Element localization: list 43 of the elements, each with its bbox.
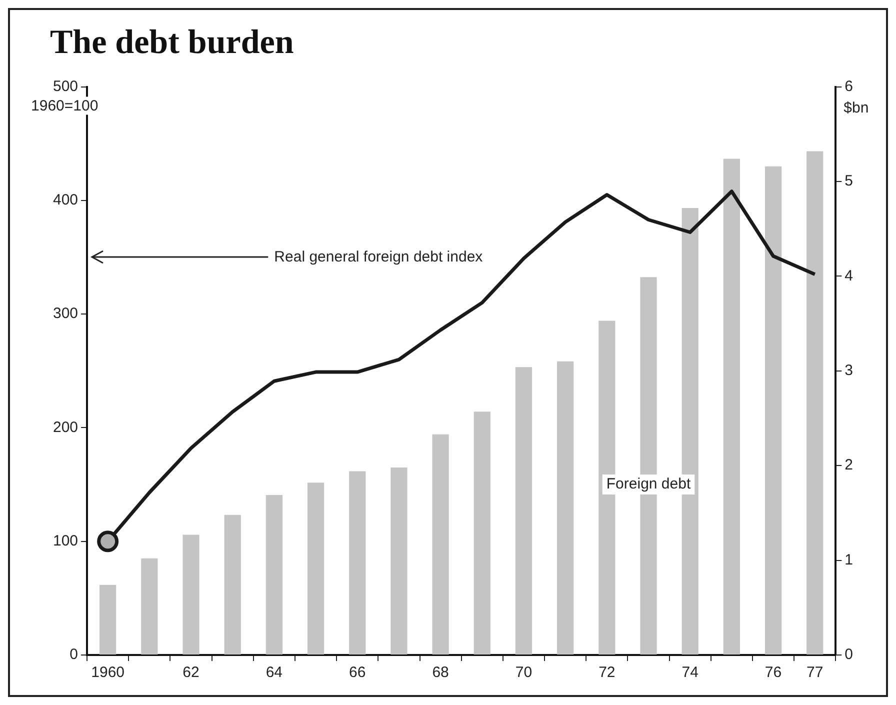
bar — [307, 482, 324, 654]
x-tick-label: 62 — [182, 664, 200, 682]
series-label: Real general foreign debt index — [274, 248, 484, 266]
bar — [182, 534, 200, 654]
y2-tick-label: 0 — [844, 646, 853, 664]
bar — [432, 434, 449, 654]
y-tick-label: 0 — [70, 646, 78, 664]
y-tick-label: 100 — [52, 532, 78, 550]
bar — [474, 412, 490, 654]
x-tick-label: 70 — [515, 664, 532, 682]
bar — [224, 514, 241, 654]
y-tick-label: 500 — [52, 78, 78, 95]
bar — [141, 558, 158, 654]
bar — [764, 166, 782, 654]
y2-tick-label: 5 — [844, 172, 853, 190]
y-tick-label: 300 — [52, 305, 78, 322]
bar — [266, 494, 283, 654]
x-tick-label: 1960 — [91, 664, 125, 682]
bar — [806, 151, 824, 654]
y2-tick-label: 4 — [844, 267, 853, 284]
y2-tick-label: 1 — [844, 551, 853, 568]
bar — [349, 471, 366, 654]
x-tick-label: 64 — [266, 664, 283, 682]
x-tick-label: 77 — [806, 664, 824, 682]
x-tick-label: 66 — [349, 664, 366, 682]
bar — [100, 584, 116, 654]
y2-axis-title: $bn — [844, 99, 869, 116]
series-label: Foreign debt — [606, 476, 692, 493]
x-tick-label: 76 — [764, 664, 782, 682]
y-tick-label: 200 — [52, 418, 78, 436]
y-tick-label: 400 — [52, 192, 78, 209]
x-tick-label: 68 — [432, 664, 449, 682]
y2-tick-label: 6 — [844, 78, 853, 95]
bar — [390, 467, 408, 654]
bar — [723, 158, 740, 654]
bar — [515, 367, 532, 654]
bar — [557, 361, 574, 654]
y2-tick-label: 3 — [844, 362, 853, 380]
y2-tick-label: 2 — [844, 456, 853, 474]
y-axis-title: 1960=100 — [31, 97, 98, 114]
x-tick-label: 72 — [598, 664, 616, 682]
x-tick-label: 74 — [682, 664, 698, 682]
chart-title: The debt burden — [50, 24, 294, 62]
